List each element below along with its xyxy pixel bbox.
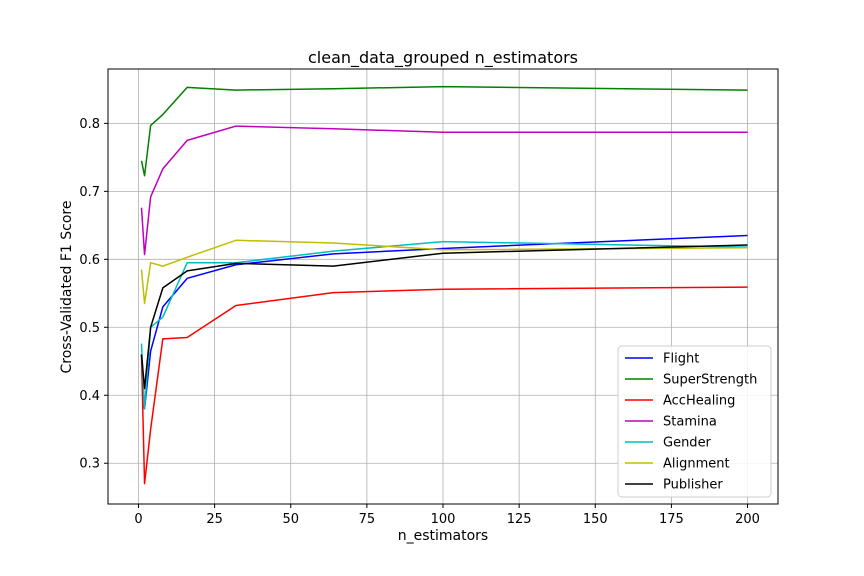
- grid: [108, 69, 778, 504]
- series-lines: [140, 85, 748, 485]
- series-line-gender: [140, 240, 748, 410]
- x-tick-label: 25: [206, 512, 223, 527]
- legend-label-gender: Gender: [663, 436, 712, 451]
- series-line-superstrength: [140, 85, 748, 177]
- y-tick-label: 0.4: [79, 389, 100, 404]
- legend: Flight SuperStrength AccHealing Stamina Gend…: [617, 345, 772, 498]
- x-tick-label: 200: [735, 512, 760, 527]
- series-line-acchealing: [140, 286, 748, 485]
- x-tick-label: 100: [431, 512, 456, 527]
- legend-label-stamina: Stamina: [663, 415, 717, 430]
- y-axis-label: Cross-Validated F1 Score: [59, 201, 75, 374]
- y-tick-label: 0.5: [79, 321, 100, 336]
- series-line-publisher: [140, 244, 748, 390]
- x-axis-label: n_estimators: [398, 528, 488, 544]
- legend-label-alignment: Alignment: [663, 457, 730, 472]
- y-tick-label: 0.8: [79, 117, 100, 132]
- chart-title: clean_data_grouped n_estimators: [308, 48, 578, 68]
- y-tick-label: 0.7: [79, 185, 100, 200]
- series-line-alignment: [140, 239, 748, 305]
- legend-label-flight: Flight: [663, 352, 699, 367]
- x-tick-label: 150: [583, 512, 608, 527]
- y-tick-label: 0.6: [79, 253, 100, 268]
- legend-label-publisher: Publisher: [663, 478, 723, 493]
- series-line-stamina: [140, 125, 748, 256]
- x-tick-label: 125: [507, 512, 532, 527]
- x-tick-label: 175: [659, 512, 684, 527]
- x-tick-label: 75: [359, 512, 376, 527]
- y-tick-label: 0.3: [79, 457, 100, 472]
- legend-box: [617, 345, 772, 498]
- axis-ticks: 0 25 50 75 100 125 150 175 200 0.3 0.4 0.5 0.6 0.7 0.8: [79, 117, 760, 527]
- x-tick-label: 0: [134, 512, 142, 527]
- x-tick-label: 50: [282, 512, 299, 527]
- legend-label-acchealing: AccHealing: [663, 394, 735, 409]
- legend-label-superstrength: SuperStrength: [663, 373, 757, 388]
